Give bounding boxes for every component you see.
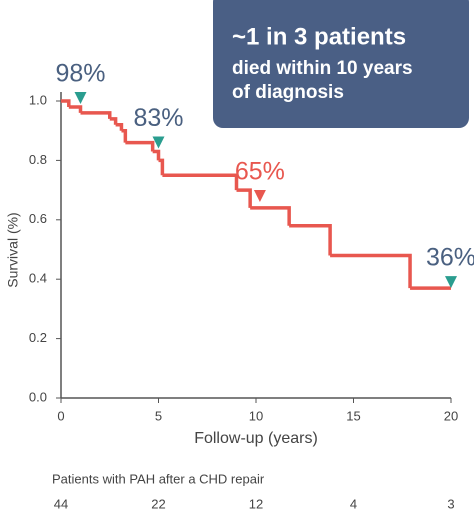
annotation-marker [152,136,165,149]
callout-headline: ~1 in 3 patients [232,23,406,50]
at-risk-title: Patients with PAH after a CHD repair [52,471,265,486]
survival-step [61,99,71,107]
annotation-label: 83% [133,104,183,132]
at-risk-count: 4 [350,496,357,511]
survival-step [330,253,412,289]
annotation-marker [74,91,87,104]
annotation-marker [253,189,266,202]
y-tick-label: 0.2 [29,330,47,345]
x-tick-label: 20 [444,408,458,423]
survival-step [80,111,112,119]
y-tick-label: 1.0 [29,92,47,107]
at-risk-count: 12 [249,496,263,511]
x-axis-label: Follow-up (years) [194,430,318,447]
x-tick-label: 10 [249,408,263,423]
callout-text: died within 10 years [232,58,413,79]
x-tick-label: 5 [155,408,162,423]
callout-box [213,0,469,128]
callout-text: of diagnosis [232,82,344,103]
survival-step [236,188,252,208]
y-axis-label: Survival (%) [5,212,21,287]
y-tick-label: 0.0 [29,389,47,404]
x-tick-label: 15 [346,408,360,423]
survival-step [125,140,155,152]
x-tick-label: 0 [57,408,64,423]
at-risk-count: 22 [151,496,165,511]
survival-step [115,123,124,131]
survival-step [109,117,118,125]
annotation-label: 98% [55,60,105,88]
annotation-marker [445,276,457,289]
y-tick-label: 0.4 [29,271,47,286]
at-risk-count: 3 [447,496,454,511]
survival-step [162,173,239,191]
survival-step [68,105,83,113]
survival-step [250,206,291,226]
survival-step [289,223,332,256]
annotation-label: 36% [426,244,474,272]
annotation-label: 65% [235,158,285,186]
survival-step [121,128,128,143]
y-tick-label: 0.8 [29,152,47,167]
survival-step [152,149,161,161]
y-tick-label: 0.6 [29,211,47,226]
at-risk-count: 44 [54,496,68,511]
survival-step [158,158,165,176]
